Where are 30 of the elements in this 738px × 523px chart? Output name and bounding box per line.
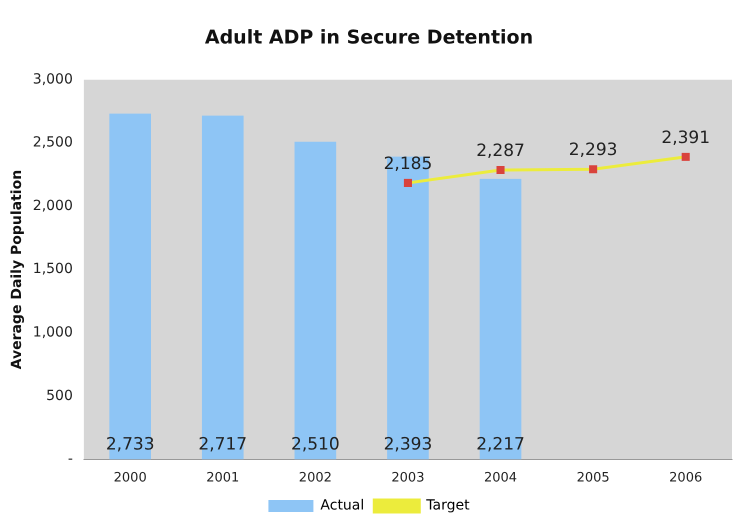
chart-title: Adult ADP in Secure Detention [204,26,534,48]
data-label: 2,733 [106,434,155,454]
data-label: 2,185 [384,154,432,174]
data-label: 2,510 [291,434,340,454]
y-tick-label: 500 [46,388,73,404]
data-label: 2,393 [384,434,432,454]
legend-label: Actual [320,498,364,514]
y-tick-label: 3,000 [32,71,73,88]
y-tick-label: 1,000 [32,324,73,341]
x-tick-label: 2001 [206,470,240,486]
x-tick-label: 2004 [484,470,518,486]
x-tick-label: 2005 [576,470,610,486]
data-label: 2,287 [476,140,525,161]
y-tick-label: - [68,451,73,468]
x-tick-label: 2006 [669,470,702,486]
bar [109,114,152,460]
data-label: 2,717 [198,434,248,454]
data-label: 2,391 [661,128,710,148]
y-axis-title: Average Daily Population [9,170,26,370]
data-label: 2,293 [568,140,618,160]
y-tick-label: 2,500 [32,134,73,151]
x-tick-label: 2003 [391,470,424,486]
data-label: 2,217 [476,434,525,454]
legend-label: Target [425,498,470,514]
x-tick-label: 2000 [114,470,147,486]
x-tick-label: 2002 [298,470,332,486]
bar [202,116,244,460]
y-tick-label: 1,500 [32,261,73,278]
y-tick-label: 2,000 [32,198,73,214]
bar [480,178,522,460]
